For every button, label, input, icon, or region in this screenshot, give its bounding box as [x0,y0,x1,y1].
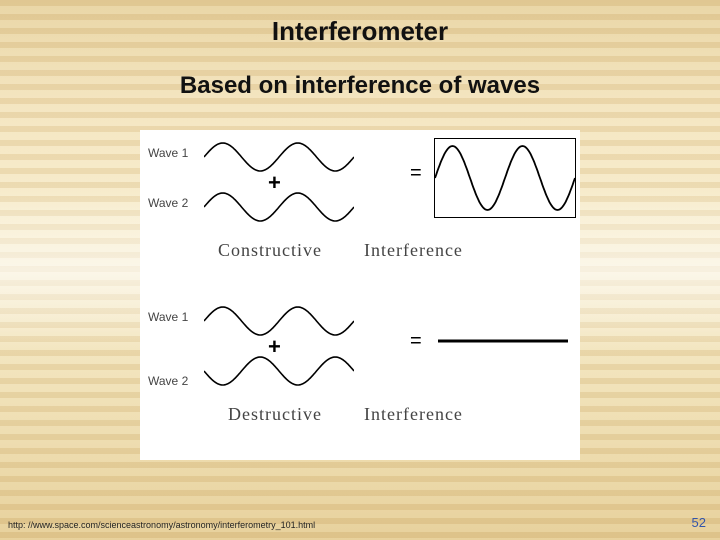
constructive-result-box [434,138,576,218]
constructive-wave1-label: Wave 1 [148,146,188,160]
slide-number: 52 [692,515,706,530]
slide-subtitle: Based on interference of waves [0,72,720,100]
destructive-result-line [438,336,568,346]
destructive-wave1-label: Wave 1 [148,310,188,324]
destructive-equals: = [410,330,422,353]
footer-url: http: //www.space.com/scienceastronomy/a… [8,520,315,530]
constructive-wave2-label: Wave 2 [148,196,188,210]
slide: Interferometer Based on interference of … [0,0,720,540]
constructive-label-2: Interference [364,240,463,261]
constructive-wave1 [204,140,354,174]
destructive-wave2-label: Wave 2 [148,374,188,388]
destructive-label-1: Destructive [228,404,322,425]
constructive-equals: = [410,162,422,185]
destructive-label-2: Interference [364,404,463,425]
destructive-wave1 [204,304,354,338]
constructive-result-wave [435,139,575,217]
constructive-label-1: Constructive [218,240,322,261]
constructive-wave2 [204,190,354,224]
destructive-section: Wave 1 + Wave 2 = Destructive Interferen… [148,304,572,454]
slide-title: Interferometer [0,16,720,47]
interference-diagram: Wave 1 + Wave 2 = Constructive Interfere… [140,130,580,460]
constructive-section: Wave 1 + Wave 2 = Constructive Interfere… [148,140,572,290]
destructive-wave2 [204,354,354,388]
